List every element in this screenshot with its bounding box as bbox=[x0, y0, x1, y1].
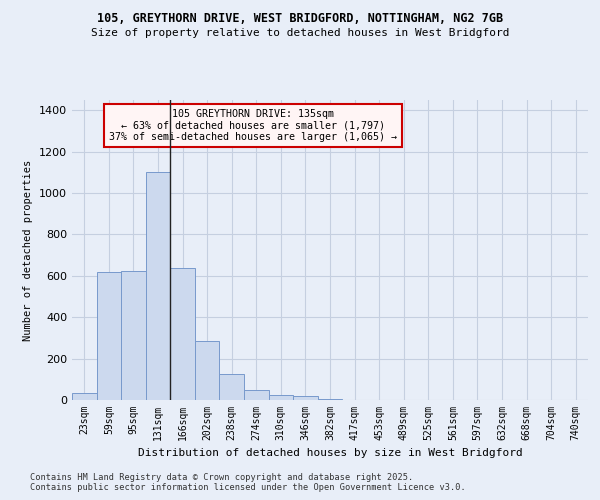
Bar bbox=[170, 268, 195, 400]
Bar bbox=[72, 393, 97, 400]
Bar bbox=[293, 396, 318, 400]
Y-axis label: Number of detached properties: Number of detached properties bbox=[23, 160, 34, 340]
Bar bbox=[244, 390, 269, 400]
Bar bbox=[195, 341, 220, 400]
Bar bbox=[220, 374, 244, 400]
Text: 105 GREYTHORN DRIVE: 135sqm
← 63% of detached houses are smaller (1,797)
37% of : 105 GREYTHORN DRIVE: 135sqm ← 63% of det… bbox=[109, 109, 397, 142]
Bar bbox=[318, 399, 342, 400]
Bar bbox=[121, 270, 146, 400]
X-axis label: Distribution of detached houses by size in West Bridgford: Distribution of detached houses by size … bbox=[137, 448, 523, 458]
Bar bbox=[269, 395, 293, 400]
Text: 105, GREYTHORN DRIVE, WEST BRIDGFORD, NOTTINGHAM, NG2 7GB: 105, GREYTHORN DRIVE, WEST BRIDGFORD, NO… bbox=[97, 12, 503, 26]
Bar bbox=[97, 272, 121, 400]
Text: Size of property relative to detached houses in West Bridgford: Size of property relative to detached ho… bbox=[91, 28, 509, 38]
Bar bbox=[146, 172, 170, 400]
Text: Contains public sector information licensed under the Open Government Licence v3: Contains public sector information licen… bbox=[30, 484, 466, 492]
Text: Contains HM Land Registry data © Crown copyright and database right 2025.: Contains HM Land Registry data © Crown c… bbox=[30, 474, 413, 482]
